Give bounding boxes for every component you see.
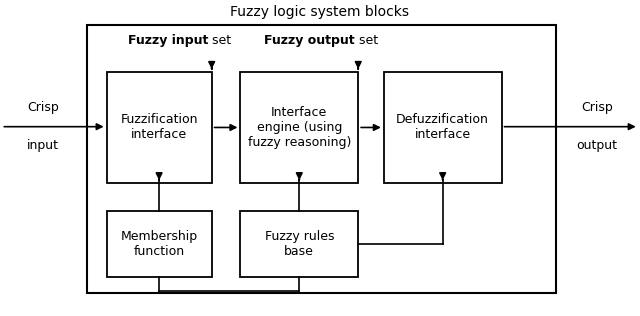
Text: Crisp: Crisp bbox=[27, 101, 59, 114]
Text: Fuzzy output: Fuzzy output bbox=[264, 34, 355, 47]
Text: output: output bbox=[577, 139, 618, 152]
Bar bbox=[384, 72, 502, 183]
Text: Fuzzy input: Fuzzy input bbox=[128, 34, 209, 47]
Bar bbox=[106, 211, 212, 277]
Text: Defuzzification
interface: Defuzzification interface bbox=[396, 113, 489, 142]
Bar bbox=[241, 72, 358, 183]
Bar bbox=[88, 25, 556, 293]
Text: set: set bbox=[355, 34, 378, 47]
Text: Fuzzy rules
base: Fuzzy rules base bbox=[264, 230, 334, 258]
Text: Fuzzification
interface: Fuzzification interface bbox=[120, 113, 198, 142]
Bar bbox=[106, 72, 212, 183]
Text: Crisp: Crisp bbox=[581, 101, 613, 114]
Text: Interface
engine (using
fuzzy reasoning): Interface engine (using fuzzy reasoning) bbox=[248, 106, 351, 149]
Text: Membership
function: Membership function bbox=[120, 230, 198, 258]
Text: Fuzzy logic system blocks: Fuzzy logic system blocks bbox=[230, 5, 410, 19]
Text: input: input bbox=[27, 139, 59, 152]
Text: set: set bbox=[209, 34, 232, 47]
Bar bbox=[241, 211, 358, 277]
